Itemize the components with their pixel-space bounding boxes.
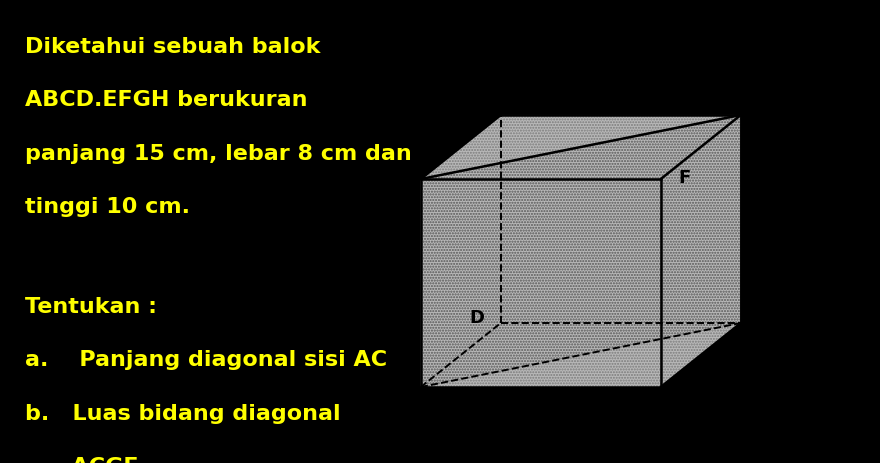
Text: 8 cm: 8 cm <box>693 368 741 386</box>
Text: ACGE: ACGE <box>25 456 138 463</box>
Text: F: F <box>678 168 691 186</box>
Text: A: A <box>402 396 415 414</box>
Text: b.   Luas bidang diagonal: b. Luas bidang diagonal <box>25 403 341 423</box>
Polygon shape <box>421 116 741 180</box>
Text: G: G <box>758 89 773 107</box>
Polygon shape <box>421 180 661 387</box>
Text: B: B <box>660 396 673 414</box>
Text: D: D <box>469 308 484 326</box>
Text: E: E <box>391 168 403 186</box>
Text: Tentukan :: Tentukan : <box>25 296 157 316</box>
Text: panjang 15 cm, lebar 8 cm dan: panjang 15 cm, lebar 8 cm dan <box>25 144 412 163</box>
Polygon shape <box>421 116 741 387</box>
Polygon shape <box>661 116 741 387</box>
Text: tinggi 10 cm.: tinggi 10 cm. <box>25 197 190 217</box>
Text: Diketahui sebuah balok: Diketahui sebuah balok <box>25 37 320 57</box>
Text: 15 cm: 15 cm <box>510 400 571 418</box>
Text: a.    Panjang diagonal sisi AC: a. Panjang diagonal sisi AC <box>25 350 387 369</box>
Text: ABCD.EFGH berukuran: ABCD.EFGH berukuran <box>25 90 307 110</box>
Text: H: H <box>488 89 502 107</box>
Text: C: C <box>759 308 772 326</box>
Text: 10 cm: 10 cm <box>771 211 832 229</box>
